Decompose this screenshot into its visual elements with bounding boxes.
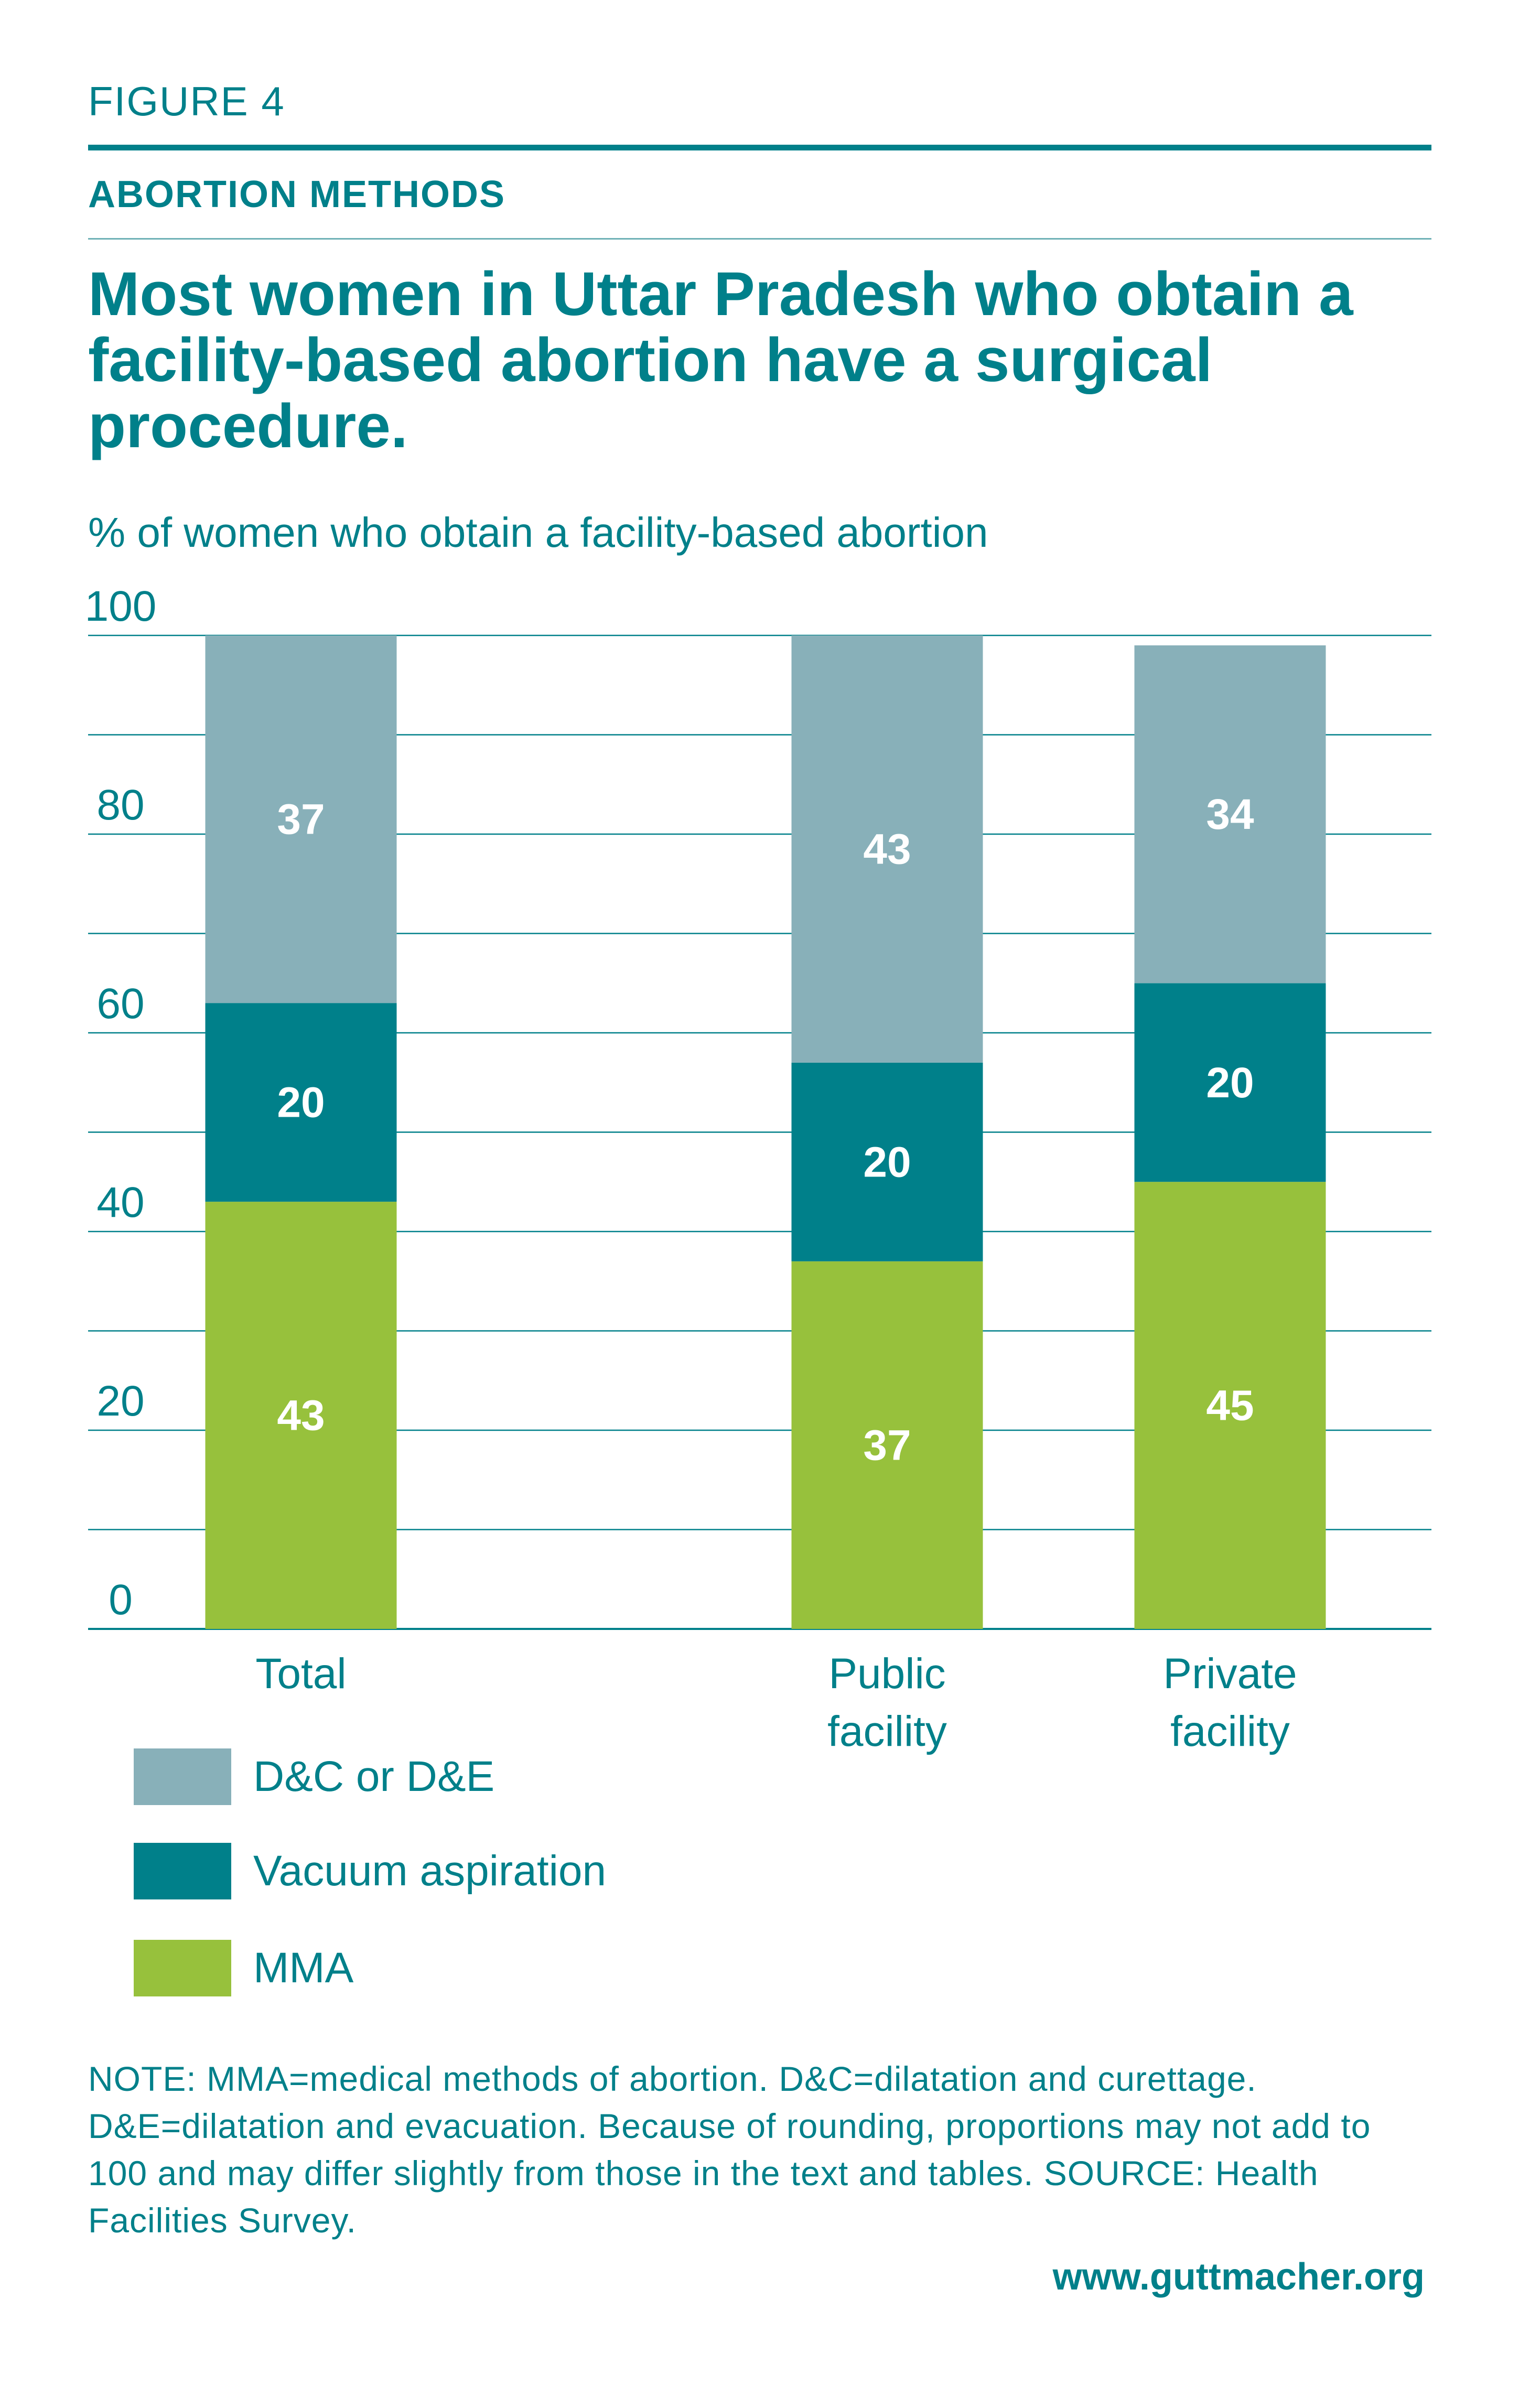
data-label: 20 (277, 1079, 325, 1127)
section-label: ABORTION METHODS (88, 174, 505, 215)
source-url: www.guttmacher.org (1052, 2256, 1425, 2298)
bar-dc-or-de-public-facility (791, 635, 983, 1063)
section-rule (88, 238, 1431, 240)
legend-label-mma: MMA (253, 1944, 354, 1992)
data-label: 43 (277, 1392, 325, 1440)
data-label: 20 (1206, 1059, 1254, 1107)
figure-label: FIGURE 4 (88, 78, 285, 124)
x-category-labels: Total Public facility Private facility (255, 1650, 1297, 1755)
footnote: NOTE: MMA=medical methods of abortion. D… (88, 2059, 1371, 2240)
data-label: 45 (1206, 1382, 1254, 1430)
legend-item-dc-de: D&C or D&E (134, 1748, 494, 1805)
y-tick-label: 0 (109, 1576, 133, 1624)
bar-vacuum-aspiration-total (205, 1003, 397, 1202)
data-label: 37 (277, 796, 325, 844)
x-category-label: facility (827, 1708, 947, 1755)
data-label: 20 (863, 1138, 911, 1186)
bar-vacuum-aspiration-private-facility (1134, 983, 1326, 1182)
bar-dc-or-de-private-facility (1134, 645, 1326, 984)
x-category-label: Total (255, 1650, 346, 1698)
stacked-bar-chart: 43 20 37 37 20 43 45 20 34 0 20 40 60 80 100 Total Pub… (85, 582, 1431, 1755)
x-category-label: facility (1170, 1708, 1290, 1755)
legend-label-vacuum: Vacuum aspiration (253, 1847, 607, 1895)
y-axis-title: % of women who obtain a facility-based a… (88, 509, 988, 556)
bar-mma-private-facility (1134, 1182, 1326, 1629)
headline: Most women in Uttar Pradesh who obtain a… (88, 260, 1353, 461)
legend-item-vacuum: Vacuum aspiration (134, 1843, 606, 1899)
legend-label-dc-de: D&C or D&E (253, 1753, 495, 1800)
y-tick-labels: 0 20 40 60 80 100 (85, 582, 157, 1624)
data-label: 43 (863, 825, 911, 873)
data-label: 34 (1206, 791, 1254, 838)
data-label: 37 (863, 1421, 911, 1469)
bar-dc-or-de-total (205, 635, 397, 1003)
legend-swatch-mma (134, 1940, 231, 1996)
y-tick-label: 100 (85, 582, 157, 630)
y-tick-label: 60 (96, 980, 144, 1028)
legend-swatch-vacuum (134, 1843, 231, 1899)
segment-labels: 43 20 37 37 20 43 45 20 34 (277, 791, 1254, 1469)
header-rule (88, 145, 1431, 150)
legend-item-mma: MMA (134, 1940, 353, 1996)
x-category-label: Private (1163, 1650, 1297, 1698)
bar-mma-public-facility (791, 1261, 983, 1629)
y-tick-label: 20 (96, 1377, 144, 1425)
y-tick-label: 40 (96, 1179, 144, 1226)
bar-vacuum-aspiration-public-facility (791, 1062, 983, 1261)
legend-swatch-dc-de (134, 1748, 231, 1805)
bar-mma-total (205, 1202, 397, 1629)
y-tick-label: 80 (96, 781, 144, 829)
x-category-label: Public (828, 1650, 945, 1698)
bars (205, 635, 1326, 1629)
